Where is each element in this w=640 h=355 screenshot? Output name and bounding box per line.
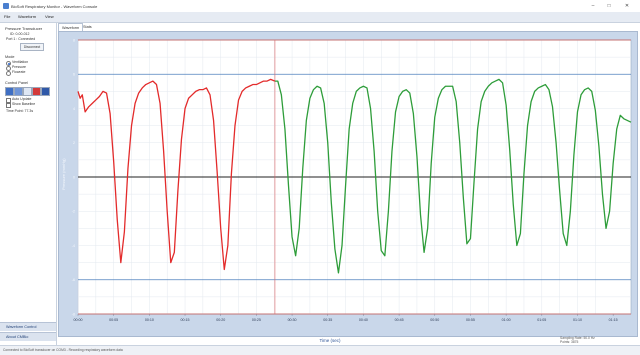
mode-flowrate-label: Flowrate <box>12 70 26 74</box>
menu-view[interactable]: View <box>45 14 54 19</box>
y-tick-label: -4 <box>72 244 75 248</box>
status-bar: Connected to BioSoft transducer on COM3 … <box>0 345 640 355</box>
tab-waveform[interactable]: Waveform <box>58 23 84 32</box>
plot-frame: -8 -6 -4 -2 0 2 4 6 8 00:00 00:05 00:10 00:15 00:20 00… <box>58 31 638 337</box>
sampling-rate: Sampling Rate: 50.0 Hz <box>560 336 595 340</box>
mode-pressure-label: Pressure <box>12 65 27 69</box>
x-tick-label: 00:10 <box>145 318 154 322</box>
x-tick-label: 01:00 <box>502 318 511 322</box>
x-tick-label: 00:30 <box>288 318 297 322</box>
control-panel-label: Control Panel <box>5 81 29 85</box>
status-bar-text: Connected to BioSoft transducer on COM3 … <box>3 348 123 352</box>
time-readout: Time Point: 77.3s <box>6 109 34 113</box>
y-tick-label: 8 <box>73 38 75 42</box>
series-line-0 <box>77 78 276 271</box>
menu-file[interactable]: File <box>4 14 11 19</box>
stop-icon[interactable] <box>23 87 32 96</box>
x-tick-label: 00:25 <box>252 318 261 322</box>
y-tick-label: 6 <box>73 73 75 77</box>
x-tick-label: 00:40 <box>359 318 368 322</box>
pause-icon[interactable] <box>14 87 23 96</box>
menu-waveform[interactable]: Waveform <box>18 14 37 19</box>
x-tick-label: 00:55 <box>466 318 475 322</box>
play-icon[interactable] <box>5 87 14 96</box>
record-icon[interactable] <box>32 87 41 96</box>
x-tick-label: 00:35 <box>323 318 332 322</box>
mode-flowrate-radio[interactable] <box>6 71 11 76</box>
x-tick-label: 00:20 <box>216 318 225 322</box>
tab-stats[interactable]: Stats <box>83 25 92 29</box>
mode-pressure-radio[interactable] <box>6 66 11 71</box>
close-button[interactable]: ✕ <box>624 3 630 9</box>
x-tick-label: 00:00 <box>74 318 83 322</box>
y-tick-label: 0 <box>73 175 75 179</box>
show-baseline-label: Show Baseline <box>12 102 36 106</box>
disconnect-button[interactable]: Disconnect <box>20 43 44 51</box>
mode-label: Mode <box>5 55 15 59</box>
maximize-button[interactable]: □ <box>607 3 611 9</box>
waveform-chart: -8 -6 -4 -2 0 2 4 6 8 00:00 00:05 00:10 00:15 00:20 00… <box>72 38 632 322</box>
device-id: ID: 0-00-012 <box>10 32 30 36</box>
auto-update-checkbox[interactable] <box>6 98 11 103</box>
waveform-control-panel[interactable]: Waveform Control <box>0 322 56 331</box>
minimize-button[interactable]: – <box>591 3 595 9</box>
x-tick-label: 00:05 <box>109 318 118 322</box>
points-count: Points: 3875 <box>560 340 579 344</box>
mode-ventilation-radio[interactable] <box>6 61 11 66</box>
series-line-1 <box>274 78 632 274</box>
x-tick-label: 01:05 <box>537 318 546 322</box>
y-tick-label: -6 <box>72 278 75 282</box>
menu-bar: File Waveform View <box>0 12 640 23</box>
window-title: BioSoft Respiratory Monitor - Waveform C… <box>11 4 98 9</box>
x-tick-label: 01:10 <box>573 318 582 322</box>
about-panel[interactable]: About CMBio <box>0 332 56 341</box>
app-icon <box>3 3 9 9</box>
y-tick-label: -8 <box>72 312 75 316</box>
sidebar-section-title: Pressure Transducer <box>5 26 43 31</box>
auto-update-label: Auto Update <box>12 97 32 101</box>
sidebar: Pressure Transducer ID: 0-00-012 Port 1 … <box>0 23 57 354</box>
x-tick-label: 00:45 <box>395 318 404 322</box>
save-icon[interactable] <box>41 87 50 96</box>
x-tick-label: 00:50 <box>430 318 439 322</box>
y-tick-label: 4 <box>73 107 75 111</box>
status-readout: Sampling Rate: 50.0 Hz Points: 3875 <box>560 336 595 344</box>
y-tick-label: 2 <box>73 141 75 145</box>
title-bar: BioSoft Respiratory Monitor - Waveform C… <box>0 0 640 12</box>
show-baseline-checkbox[interactable] <box>6 103 11 108</box>
y-axis-label: Pressure (mmHg) <box>61 158 66 190</box>
y-tick-label: -2 <box>72 210 75 214</box>
x-tick-label: 00:15 <box>181 318 190 322</box>
x-tick-label: 01:15 <box>609 318 618 322</box>
x-axis-label: Time (sec) <box>319 338 341 343</box>
mode-ventilation-label: Ventilation <box>12 60 29 64</box>
port-status: Port 1 : Connected <box>6 37 36 41</box>
